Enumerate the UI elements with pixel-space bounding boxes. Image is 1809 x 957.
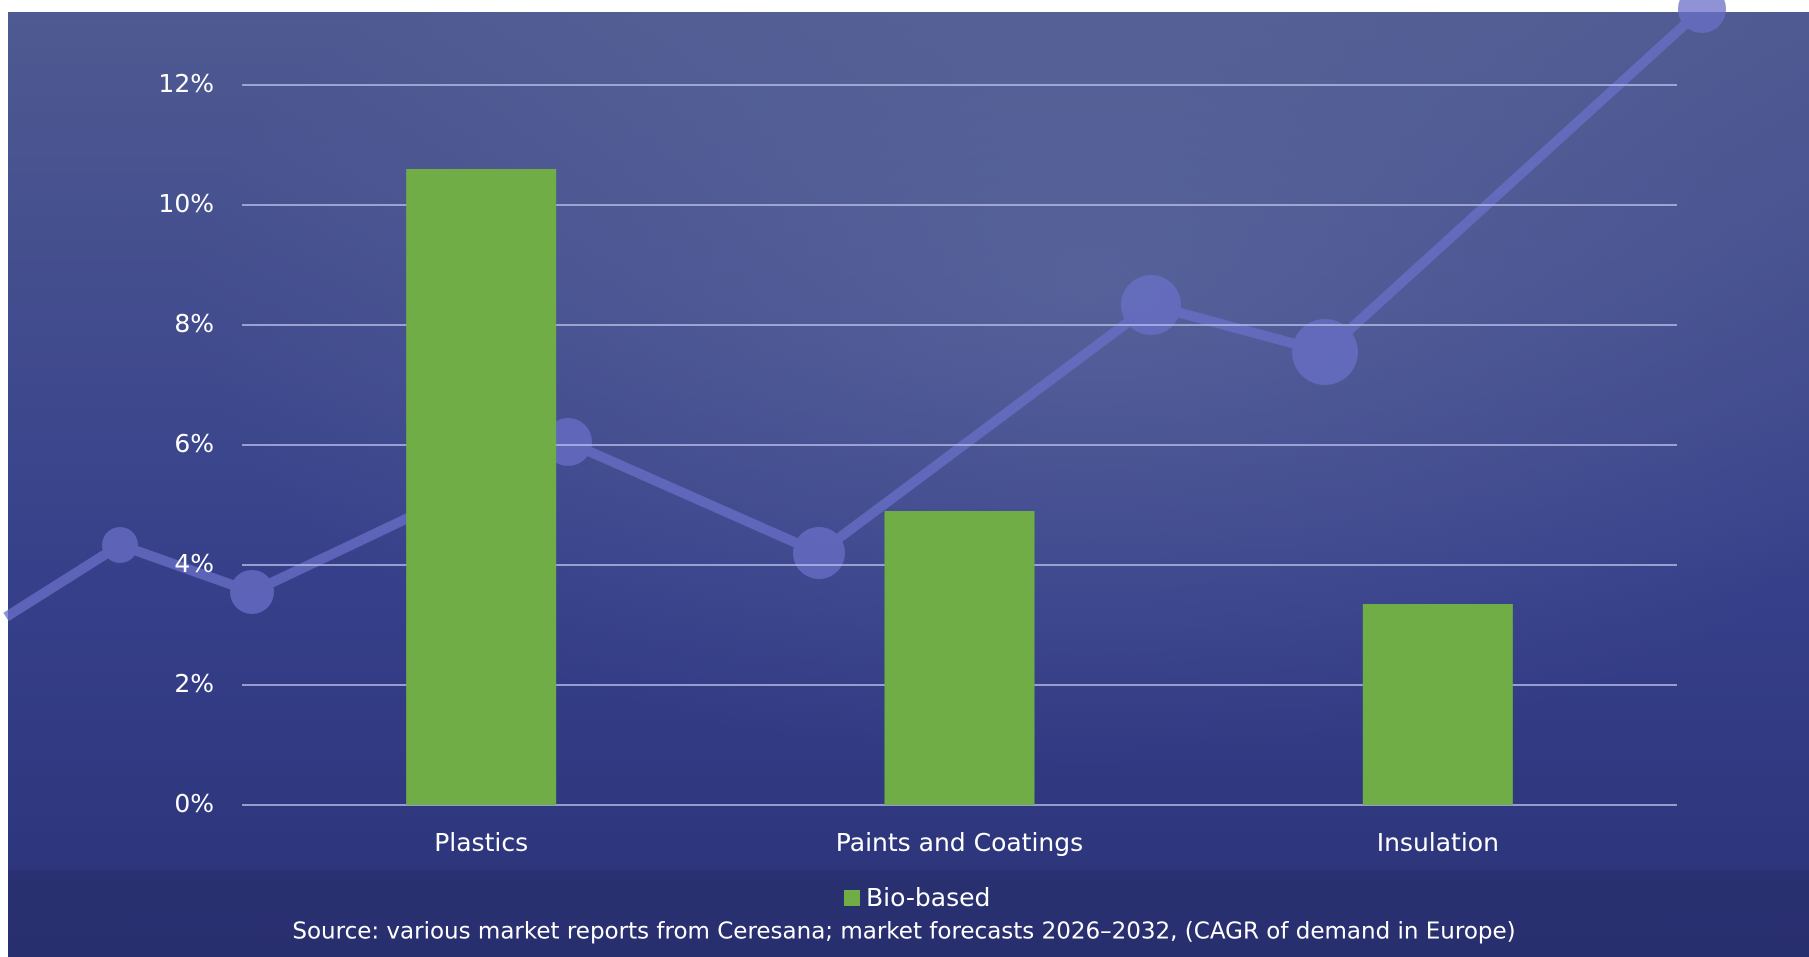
- y-tick-label: 2%: [174, 669, 214, 698]
- y-tick-label: 12%: [158, 69, 214, 98]
- y-tick-label: 0%: [174, 789, 214, 818]
- y-tick-label: 6%: [174, 429, 214, 458]
- legend-label: Bio-based: [866, 883, 990, 912]
- x-tick-label: Plastics: [434, 828, 528, 857]
- soil: [8, 870, 1809, 957]
- source-note: Source: various market reports from Cere…: [292, 919, 1515, 945]
- legend-swatch: [844, 890, 860, 906]
- y-tick-label: 10%: [158, 189, 214, 218]
- x-tick-label: Insulation: [1377, 828, 1499, 857]
- y-tick-label: 4%: [174, 549, 214, 578]
- plot-area: 0% 2% 4% 6% 8% 10% 12% Plastics Paints and Coati…: [158, 69, 1677, 857]
- bar: [884, 511, 1035, 805]
- y-tick-label: 8%: [174, 309, 214, 338]
- x-tick-label: Paints and Coatings: [836, 828, 1083, 857]
- bar: [1362, 604, 1513, 805]
- bar: [406, 169, 557, 805]
